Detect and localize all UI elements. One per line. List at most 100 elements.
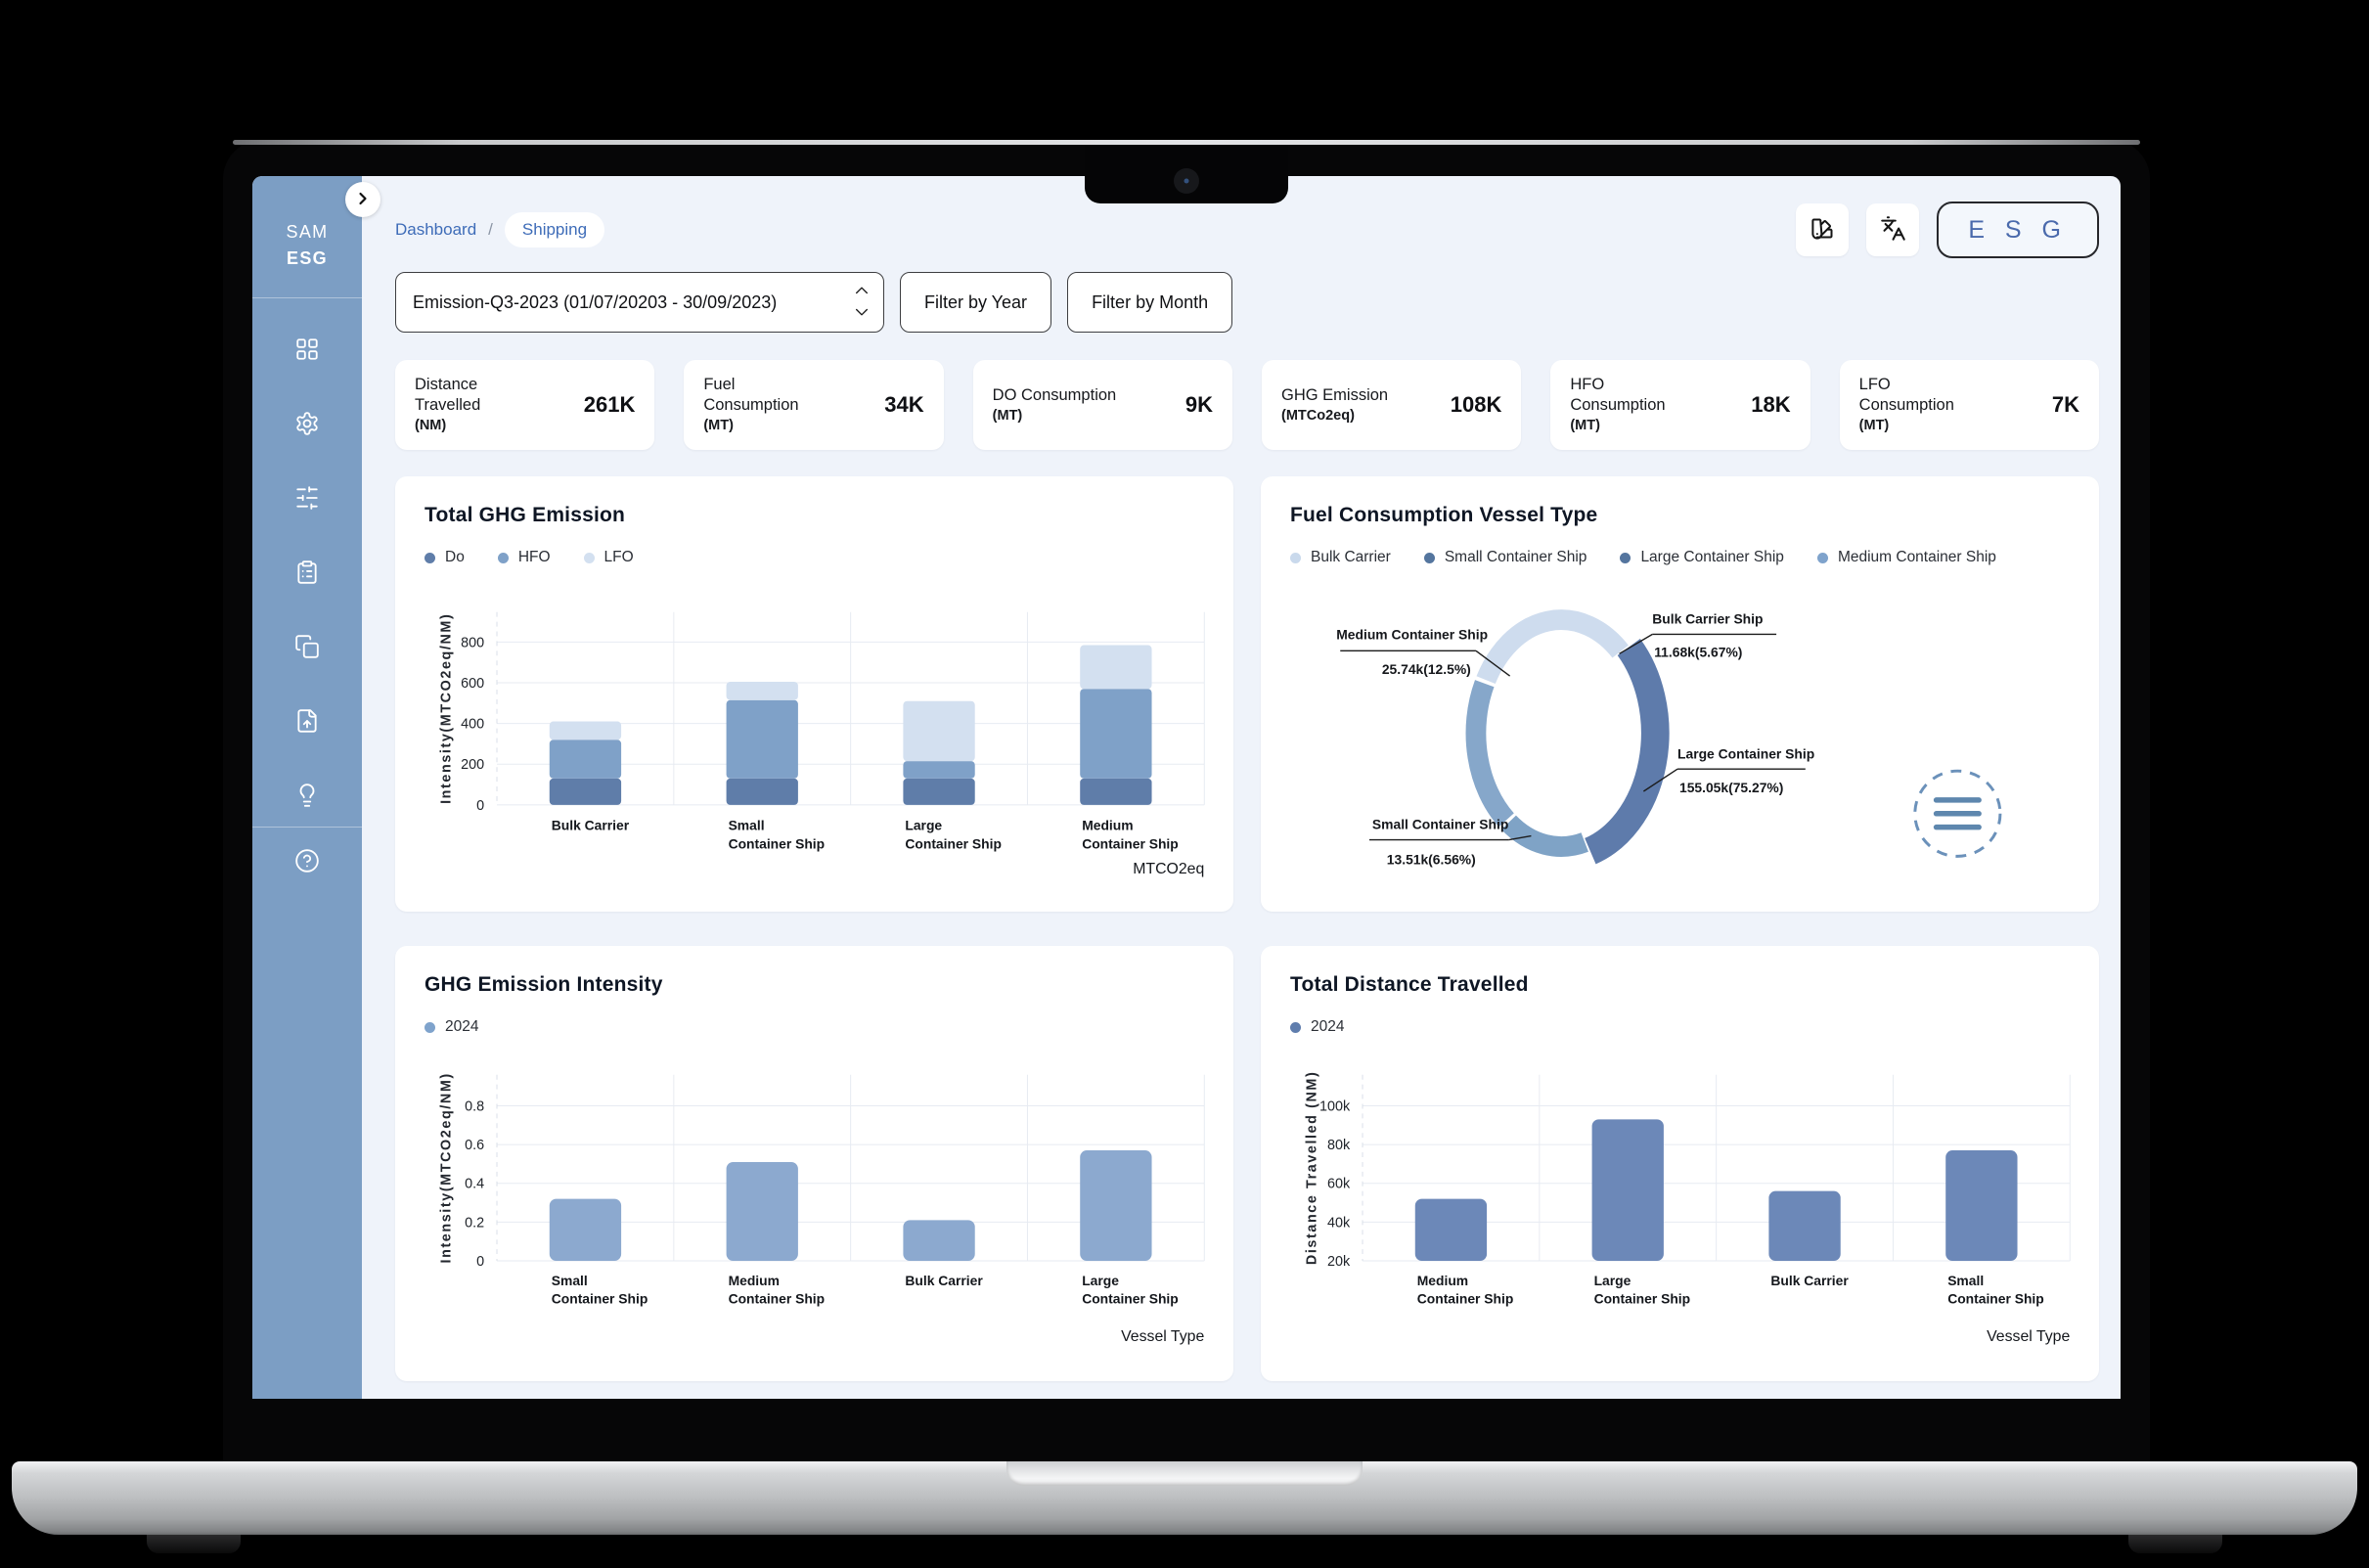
bar-segment-LFO: [1080, 645, 1152, 690]
bar-chart: 20k 40k 60k 80k 100k Medium Container Ship Larg…: [1304, 1071, 2071, 1345]
sidebar-item-documents[interactable]: [288, 634, 327, 662]
legend-label: Do: [445, 549, 465, 565]
legend-item[interactable]: 2024: [1290, 1018, 1344, 1036]
chevron-down-icon: [854, 303, 870, 324]
legend-dot: [1290, 1021, 1301, 1033]
sidebar-item-dashboard[interactable]: [288, 337, 327, 363]
copy-icon: [294, 634, 320, 662]
kpi-label: LFO Consumption: [1858, 376, 1954, 415]
bar-segment-HFO: [726, 699, 798, 779]
stacked-bar-chart: 0 200 400 600 800 Bulk Carrier Small Container …: [438, 611, 1205, 877]
sidebar-collapse-button[interactable]: [345, 182, 380, 217]
filter-by-year-button[interactable]: Filter by Year: [900, 272, 1052, 333]
kpi-card-lfo: LFO Consumption (MT) 7K: [1839, 360, 2099, 450]
x-axis-label: Small: [1947, 1273, 1984, 1288]
donut-segment: [1465, 680, 1514, 828]
y-axis-tick: 0.6: [465, 1138, 484, 1153]
filter-by-month-button[interactable]: Filter by Month: [1067, 272, 1233, 333]
theme-button[interactable]: [1796, 203, 1850, 256]
legend-label: Bulk Carrier: [1311, 549, 1391, 565]
sidebar-item-settings[interactable]: [288, 411, 327, 439]
x-axis-label: Bulk Carrier: [905, 1273, 983, 1288]
kpi-card-fuel: Fuel Consumption (MT) 34K: [684, 360, 944, 450]
sidebar-item-help[interactable]: [288, 848, 327, 874]
legend-item[interactable]: Small Container Ship: [1423, 549, 1587, 566]
legend-dot: [1816, 552, 1828, 563]
translate-icon: [1880, 215, 1906, 245]
legend-label: Small Container Ship: [1444, 549, 1587, 565]
kpi-label: GHG Emission: [1281, 385, 1389, 404]
panel-fuel-consumption-vessel-type: Fuel Consumption Vessel Type Bulk Carrie…: [1261, 476, 2099, 912]
legend-item[interactable]: Large Container Ship: [1620, 549, 1784, 566]
gear-icon: [294, 411, 320, 439]
y-axis-tick: 0.2: [465, 1215, 484, 1231]
y-axis-title: Intensity(MTCO2eq/NM): [438, 613, 454, 804]
brand-line2: ESG: [287, 248, 328, 268]
swatch-book-icon: [1810, 215, 1836, 245]
y-axis-tick: 0.4: [465, 1177, 484, 1192]
sidebar-item-reports[interactable]: [288, 560, 327, 586]
legend-item[interactable]: LFO: [583, 549, 634, 566]
x-axis-title: Vessel Type: [1121, 1328, 1204, 1345]
period-select[interactable]: Emission-Q3-2023 (01/07/20203 - 30/09/20…: [395, 272, 884, 333]
callout-line: [1475, 650, 1511, 677]
y-axis-title: Intensity(MTCO2eq/NM): [438, 1072, 454, 1263]
x-axis-label: Small: [729, 818, 765, 833]
sidebar-item-filters[interactable]: [288, 485, 327, 512]
x-axis-label: Bulk Carrier: [552, 818, 630, 833]
bar: [903, 1220, 975, 1261]
laptop-notch: [1085, 145, 1288, 203]
donut-menu-button[interactable]: [1913, 769, 2002, 858]
x-axis-label: Medium: [1417, 1273, 1468, 1288]
donut-value: 25.74k(12.5%): [1382, 661, 1471, 677]
bar-segment-HFO: [903, 761, 975, 779]
y-axis-tick: 80k: [1327, 1138, 1351, 1153]
kpi-card-do: DO Consumption (MT) 9K: [972, 360, 1232, 450]
y-axis-title: Distance Travelled (NM): [1304, 1071, 1319, 1265]
legend-item[interactable]: Bulk Carrier: [1290, 549, 1391, 566]
x-axis-label: Small: [552, 1273, 588, 1288]
donut-value: 155.05k(75.27%): [1679, 780, 1783, 795]
lightbulb-icon: [294, 783, 320, 811]
bar-segment-Do: [726, 778, 798, 805]
grid-icon: [294, 336, 320, 365]
chart-title: Fuel Consumption Vessel Type: [1290, 504, 1598, 526]
laptop-base-notch: [1006, 1461, 1363, 1486]
kpi-card-ghg: GHG Emission (MTCo2eq) 108K: [1262, 360, 1522, 450]
sidebar-item-insights[interactable]: [288, 783, 327, 811]
breadcrumb-separator: /: [488, 220, 493, 239]
sidebar-item-upload[interactable]: [288, 708, 327, 737]
kpi-row: Distance Travelled (NM) 261K Fuel Consump…: [395, 360, 2099, 450]
bar: [1768, 1190, 1841, 1261]
kpi-value: 18K: [1751, 392, 1791, 417]
donut-value: 13.51k(6.56%): [1387, 851, 1476, 867]
kpi-label: HFO Consumption: [1570, 376, 1666, 415]
breadcrumb-dashboard[interactable]: Dashboard: [395, 220, 477, 239]
file-upload-icon: [294, 708, 320, 737]
y-axis-tick: 800: [461, 635, 484, 650]
bar-segment-Do: [903, 778, 975, 805]
breadcrumb-shipping[interactable]: Shipping: [504, 212, 605, 247]
legend-item[interactable]: 2024: [425, 1018, 478, 1036]
kpi-value: 261K: [583, 392, 636, 417]
legend-item[interactable]: HFO: [497, 549, 551, 566]
main-content: Dashboard / Shipping E S G Emission-Q3-: [362, 176, 2121, 1399]
y-axis-tick: 400: [461, 717, 484, 733]
chart-title: Total Distance Travelled: [1290, 973, 1529, 996]
panel-total-distance-travelled: Total Distance Travelled 2024 20k 40k 60k 8…: [1261, 946, 2099, 1381]
donut-label: Medium Container Ship: [1336, 626, 1488, 642]
legend-dot: [1290, 552, 1301, 563]
kpi-card-hfo: HFO Consumption (MT) 18K: [1550, 360, 1810, 450]
y-axis-tick: 100k: [1319, 1098, 1351, 1114]
donut-segment: [1500, 815, 1588, 857]
esg-button[interactable]: E S G: [1937, 202, 2099, 258]
chart-legend: 2024: [425, 1018, 1204, 1036]
donut-segment: [1584, 639, 1670, 865]
y-axis-tick: 60k: [1327, 1177, 1351, 1192]
legend-item[interactable]: Do: [425, 549, 465, 566]
callout-line: [1642, 768, 1678, 792]
bar-segment-LFO: [903, 700, 975, 762]
language-button[interactable]: [1866, 203, 1920, 256]
x-axis-title: Vessel Type: [1987, 1328, 2070, 1345]
legend-item[interactable]: Medium Container Ship: [1816, 549, 1996, 566]
